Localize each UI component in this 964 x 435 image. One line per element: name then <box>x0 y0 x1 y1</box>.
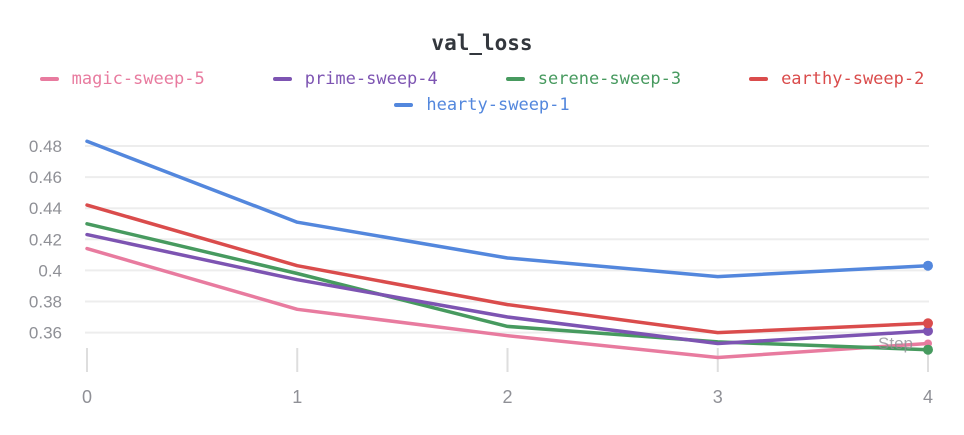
series-line-serene-sweep-3[interactable] <box>85 222 930 352</box>
y-tick-label: 0.42 <box>29 230 62 249</box>
legend-row-1: magic-sweep-5 prime-sweep-4 serene-sweep-3… <box>0 69 964 89</box>
chart-title: val_loss <box>431 31 533 55</box>
legend-swatch-magic-sweep-5 <box>39 77 59 81</box>
y-tick-label: 0.38 <box>29 293 62 312</box>
series-line-hearty-sweep-1[interactable] <box>85 139 930 279</box>
x-tick-label: 0 <box>82 387 92 407</box>
series-line-prime-sweep-4[interactable] <box>85 232 930 346</box>
series-endpoint-serene-sweep-3 <box>923 344 933 355</box>
y-tick-label: 0.36 <box>29 324 62 343</box>
y-tick-label: 0.4 <box>38 261 62 280</box>
legend-item-prime-sweep-4[interactable]: prime-sweep-4 <box>272 69 438 89</box>
legend-label: magic-sweep-5 <box>71 69 205 89</box>
legend-row-2: hearty-sweep-1 <box>0 95 964 115</box>
x-tick-label: 4 <box>923 387 933 407</box>
legend-swatch-serene-sweep-3 <box>505 77 525 81</box>
legend-item-earthy-sweep-2[interactable]: earthy-sweep-2 <box>749 69 924 89</box>
series-line-earthy-sweep-2[interactable] <box>85 203 930 335</box>
series-line-magic-sweep-5[interactable] <box>85 246 930 360</box>
series-endpoint-hearty-sweep-1 <box>923 260 933 271</box>
legend-label: hearty-sweep-1 <box>426 95 570 115</box>
legend-item-serene-sweep-3[interactable]: serene-sweep-3 <box>505 69 682 89</box>
x-tick-label: 1 <box>292 387 302 407</box>
y-tick-label: 0.44 <box>29 199 62 218</box>
series-endpoint-earthy-sweep-2 <box>923 318 933 329</box>
legend-item-magic-sweep-5[interactable]: magic-sweep-5 <box>39 69 205 89</box>
legend-item-hearty-sweep-1[interactable]: hearty-sweep-1 <box>394 95 570 115</box>
legend-label: earthy-sweep-2 <box>781 69 925 89</box>
y-tick-label: 0.48 <box>29 137 62 156</box>
y-tick-label: 0.46 <box>29 168 62 187</box>
legend-label: prime-sweep-4 <box>304 69 438 89</box>
x-tick-label: 3 <box>713 387 723 407</box>
x-axis-title: Step <box>878 334 913 353</box>
legend-label: serene-sweep-3 <box>537 69 682 89</box>
legend-swatch-hearty-sweep-1 <box>394 103 414 107</box>
x-tick-label: 2 <box>502 387 512 407</box>
legend-swatch-prime-sweep-4 <box>272 77 292 81</box>
series-endpoint-prime-sweep-4 <box>923 326 933 336</box>
legend-swatch-earthy-sweep-2 <box>749 77 769 81</box>
